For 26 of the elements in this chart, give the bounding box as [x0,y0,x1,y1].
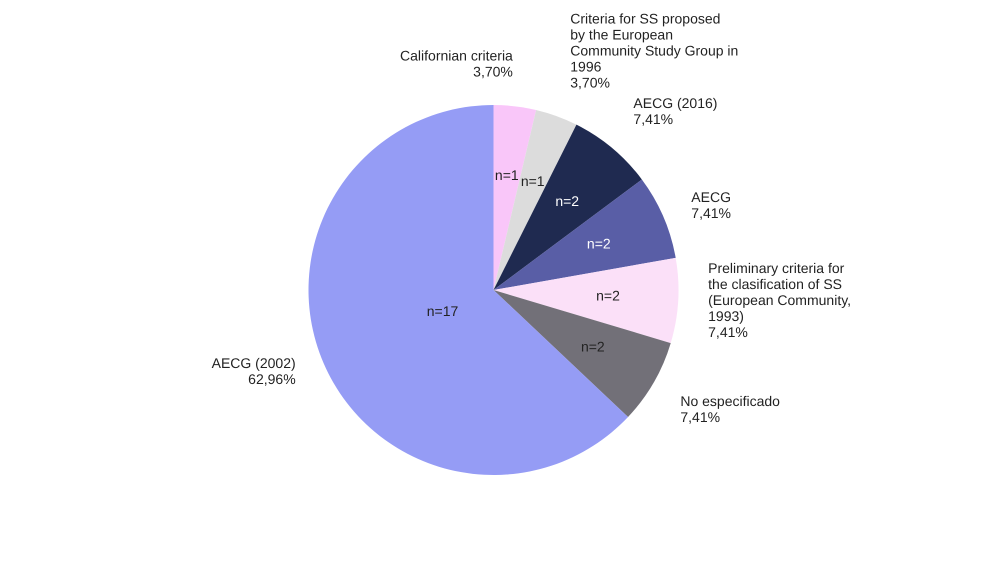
data-label: 3,70% [570,74,610,91]
pie-slice [494,124,642,290]
data-label: 7,41% [708,324,748,340]
text: n=2 [580,338,605,354]
text: n=2 [555,193,580,210]
text: n=2 [586,236,611,252]
pie-slice [494,258,678,344]
slice-label: No especificado [680,393,780,410]
text: n=1 [494,167,519,184]
data-label: 3,70% [473,63,513,80]
data-label: 7,41% [633,111,674,128]
slice-label: AECG (2002) [212,355,296,372]
slice-label: Criteria for SS proposed by the European Community Study Group in 1996 [570,10,738,75]
slice-label: AECG (2016) [633,95,718,112]
data-label: 7,41% [691,204,732,221]
data-label: 62,96% [248,371,296,388]
pie-slice [494,110,576,290]
text: n=2 [596,288,620,304]
slice-label: Californian criteria [400,47,514,64]
text: n=17 [426,302,459,319]
slice-label: AECG [691,188,731,205]
pie-slice [308,105,628,475]
data-label: 7,41% [680,409,720,426]
pie-slice [494,290,671,417]
slice-label: Preliminary criteria for the clasification of SS (European Community, 1993) [708,260,852,324]
text: n=1 [520,173,545,190]
